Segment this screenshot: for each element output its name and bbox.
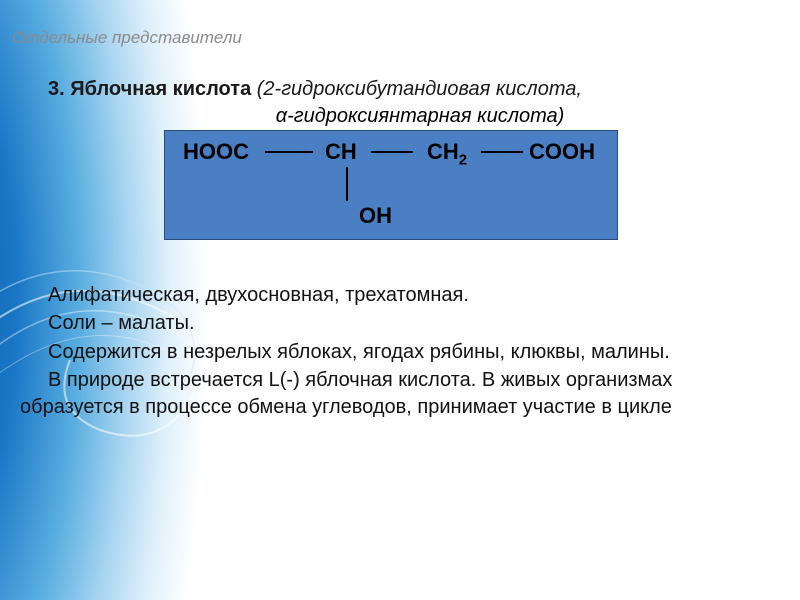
heading-subname: α-гидроксиянтарная кислота) xyxy=(70,105,770,128)
paragraph-1: Алифатическая, двухосновная, трехатомная… xyxy=(20,282,770,308)
formula-oh: OH xyxy=(359,203,392,229)
formula-ch2: CH2 xyxy=(427,139,467,168)
compound-heading: 3. Яблочная кислота (2-гидроксибутандиов… xyxy=(48,76,770,103)
formula-ch2-sub: 2 xyxy=(459,151,467,168)
bond-3 xyxy=(481,151,523,153)
section-title: Отдельные представители xyxy=(12,28,770,48)
heading-name: Яблочная кислота xyxy=(70,78,251,100)
heading-number: 3. xyxy=(48,78,65,100)
heading-iupac: (2-гидроксибутандиовая кислота, xyxy=(257,78,582,100)
formula-ch: CH xyxy=(325,139,357,165)
paragraph-4: В природе встречается L(-) яблочная кисл… xyxy=(20,367,770,420)
formula-hooc: HOOC xyxy=(183,139,249,165)
formula-ch2-pre: CH xyxy=(427,139,459,164)
slide-content: Отдельные представители 3. Яблочная кисл… xyxy=(0,0,800,420)
formula-cooh: COOH xyxy=(529,139,595,165)
paragraph-3: Содержится в незрелых яблоках, ягодах ря… xyxy=(20,339,770,365)
structural-formula-box: HOOC CH CH2 COOH OH xyxy=(164,130,618,240)
paragraph-2: Соли – малаты. xyxy=(20,310,770,336)
body-text: Алифатическая, двухосновная, трехатомная… xyxy=(20,282,770,420)
bond-1 xyxy=(265,151,313,153)
bond-2 xyxy=(371,151,413,153)
bond-vertical xyxy=(346,167,348,201)
